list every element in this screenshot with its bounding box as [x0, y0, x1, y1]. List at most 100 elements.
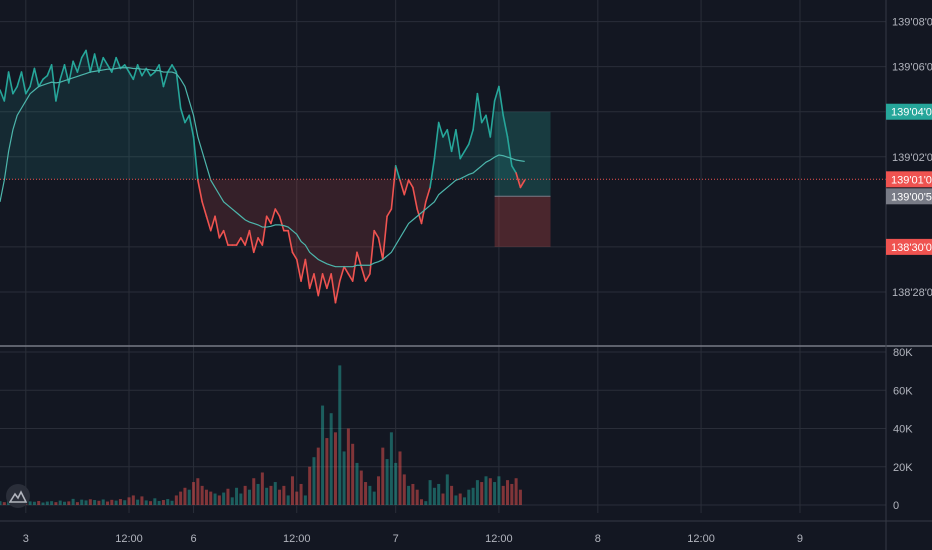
volume-bar [80, 499, 84, 505]
volume-bar [114, 500, 118, 505]
price-segment [394, 164, 401, 182]
price-segment [20, 71, 27, 95]
volume-bars [0, 365, 522, 505]
volume-bar [488, 478, 492, 505]
volume-bar [32, 501, 36, 505]
price-axis[interactable]: 139'08'0 139'06'0 139'04'0 139'02'0 138'30'0… [892, 17, 932, 299]
volume-bar [140, 496, 144, 505]
volume-bar [415, 489, 419, 505]
price-segment [373, 229, 380, 239]
price-segment [459, 150, 466, 160]
volume-bar [325, 438, 329, 505]
volume-bar [312, 457, 316, 505]
price-segment [429, 157, 436, 189]
tradingview-logo[interactable] [6, 484, 30, 508]
volume-bar [316, 447, 320, 505]
price-segment [412, 186, 418, 210]
price-tick-label: 138'28'0 [892, 287, 932, 299]
volume-bar [196, 478, 200, 505]
volume-bar [247, 489, 251, 505]
price-segment [502, 114, 509, 138]
price-segment [450, 128, 457, 153]
price-segment [25, 85, 31, 95]
time-axis[interactable]: 3 12:00 6 12:00 7 12:00 8 12:00 9 [0, 520, 932, 545]
volume-bar [475, 480, 479, 505]
volume-bar [450, 485, 454, 505]
price-segment [222, 229, 229, 246]
price-segment [403, 179, 410, 196]
price-segment [98, 56, 105, 73]
volume-bar [131, 495, 135, 505]
price-segment [321, 273, 328, 290]
volume-bar [136, 499, 140, 505]
price-segment [192, 136, 199, 182]
volume-bar [204, 489, 208, 505]
volume-bar [407, 485, 411, 505]
last-price-tag [886, 171, 932, 188]
volume-bar [84, 500, 88, 505]
take-profit-label: 139'04'0 [891, 107, 932, 119]
volume-bar [445, 474, 449, 505]
price-segment [240, 237, 246, 246]
time-tick-label: 12:00 [687, 533, 715, 545]
position-box[interactable] [494, 111, 551, 247]
price-segment [257, 237, 264, 246]
price-segment [360, 265, 367, 282]
price-segment [326, 273, 332, 290]
price-segment [209, 215, 216, 232]
volume-bar [243, 485, 247, 505]
price-segment [162, 71, 169, 88]
price-segment [128, 71, 135, 81]
price-segment [123, 64, 130, 73]
volume-bar [282, 485, 286, 505]
volume-bar [432, 487, 436, 505]
time-tick-label: 6 [190, 533, 196, 545]
price-segment [158, 64, 165, 88]
volume-axis[interactable]: 80K 60K 40K 20K 0 [893, 347, 913, 512]
mountain-icon [9, 490, 27, 503]
price-segment [519, 179, 526, 189]
time-tick-label: 12:00 [283, 533, 311, 545]
price-segment [201, 201, 208, 218]
price-segment [218, 229, 225, 239]
price-segment [42, 74, 49, 81]
time-tick-label: 12:00 [115, 533, 143, 545]
volume-bar [286, 495, 290, 505]
volume-bar [235, 487, 239, 505]
price-segment [287, 229, 294, 254]
price-segment [274, 208, 281, 218]
price-segment [102, 56, 109, 66]
volume-bar [123, 500, 127, 505]
price-segment [244, 229, 251, 246]
volume-bar [174, 495, 178, 505]
price-segment [184, 114, 191, 124]
volume-bar [67, 501, 71, 505]
price-segment [80, 49, 87, 59]
volume-bar [329, 413, 333, 505]
price-segment [214, 215, 221, 239]
volume-bar [93, 500, 97, 505]
price-segment [506, 136, 513, 167]
volume-bar [63, 501, 67, 505]
volume-bar [28, 501, 32, 505]
price-segment [515, 172, 522, 189]
price-segment [85, 49, 92, 73]
price-segment [136, 64, 143, 77]
volume-bar [0, 501, 2, 505]
price-segment [59, 64, 66, 81]
volume-bar [239, 493, 243, 505]
price-segment [433, 121, 440, 160]
price-segment [356, 251, 363, 268]
price-area-above [0, 50, 519, 180]
volume-bar [209, 491, 213, 505]
volume-bar [265, 487, 269, 505]
volume-bar [45, 501, 49, 505]
price-segment [424, 186, 431, 203]
price-segment [16, 71, 23, 88]
price-segment [300, 258, 307, 282]
volume-tick-label: 0 [893, 500, 899, 512]
volume-bar [394, 462, 398, 505]
volume-bar [389, 432, 393, 505]
volume-bar [419, 499, 423, 505]
